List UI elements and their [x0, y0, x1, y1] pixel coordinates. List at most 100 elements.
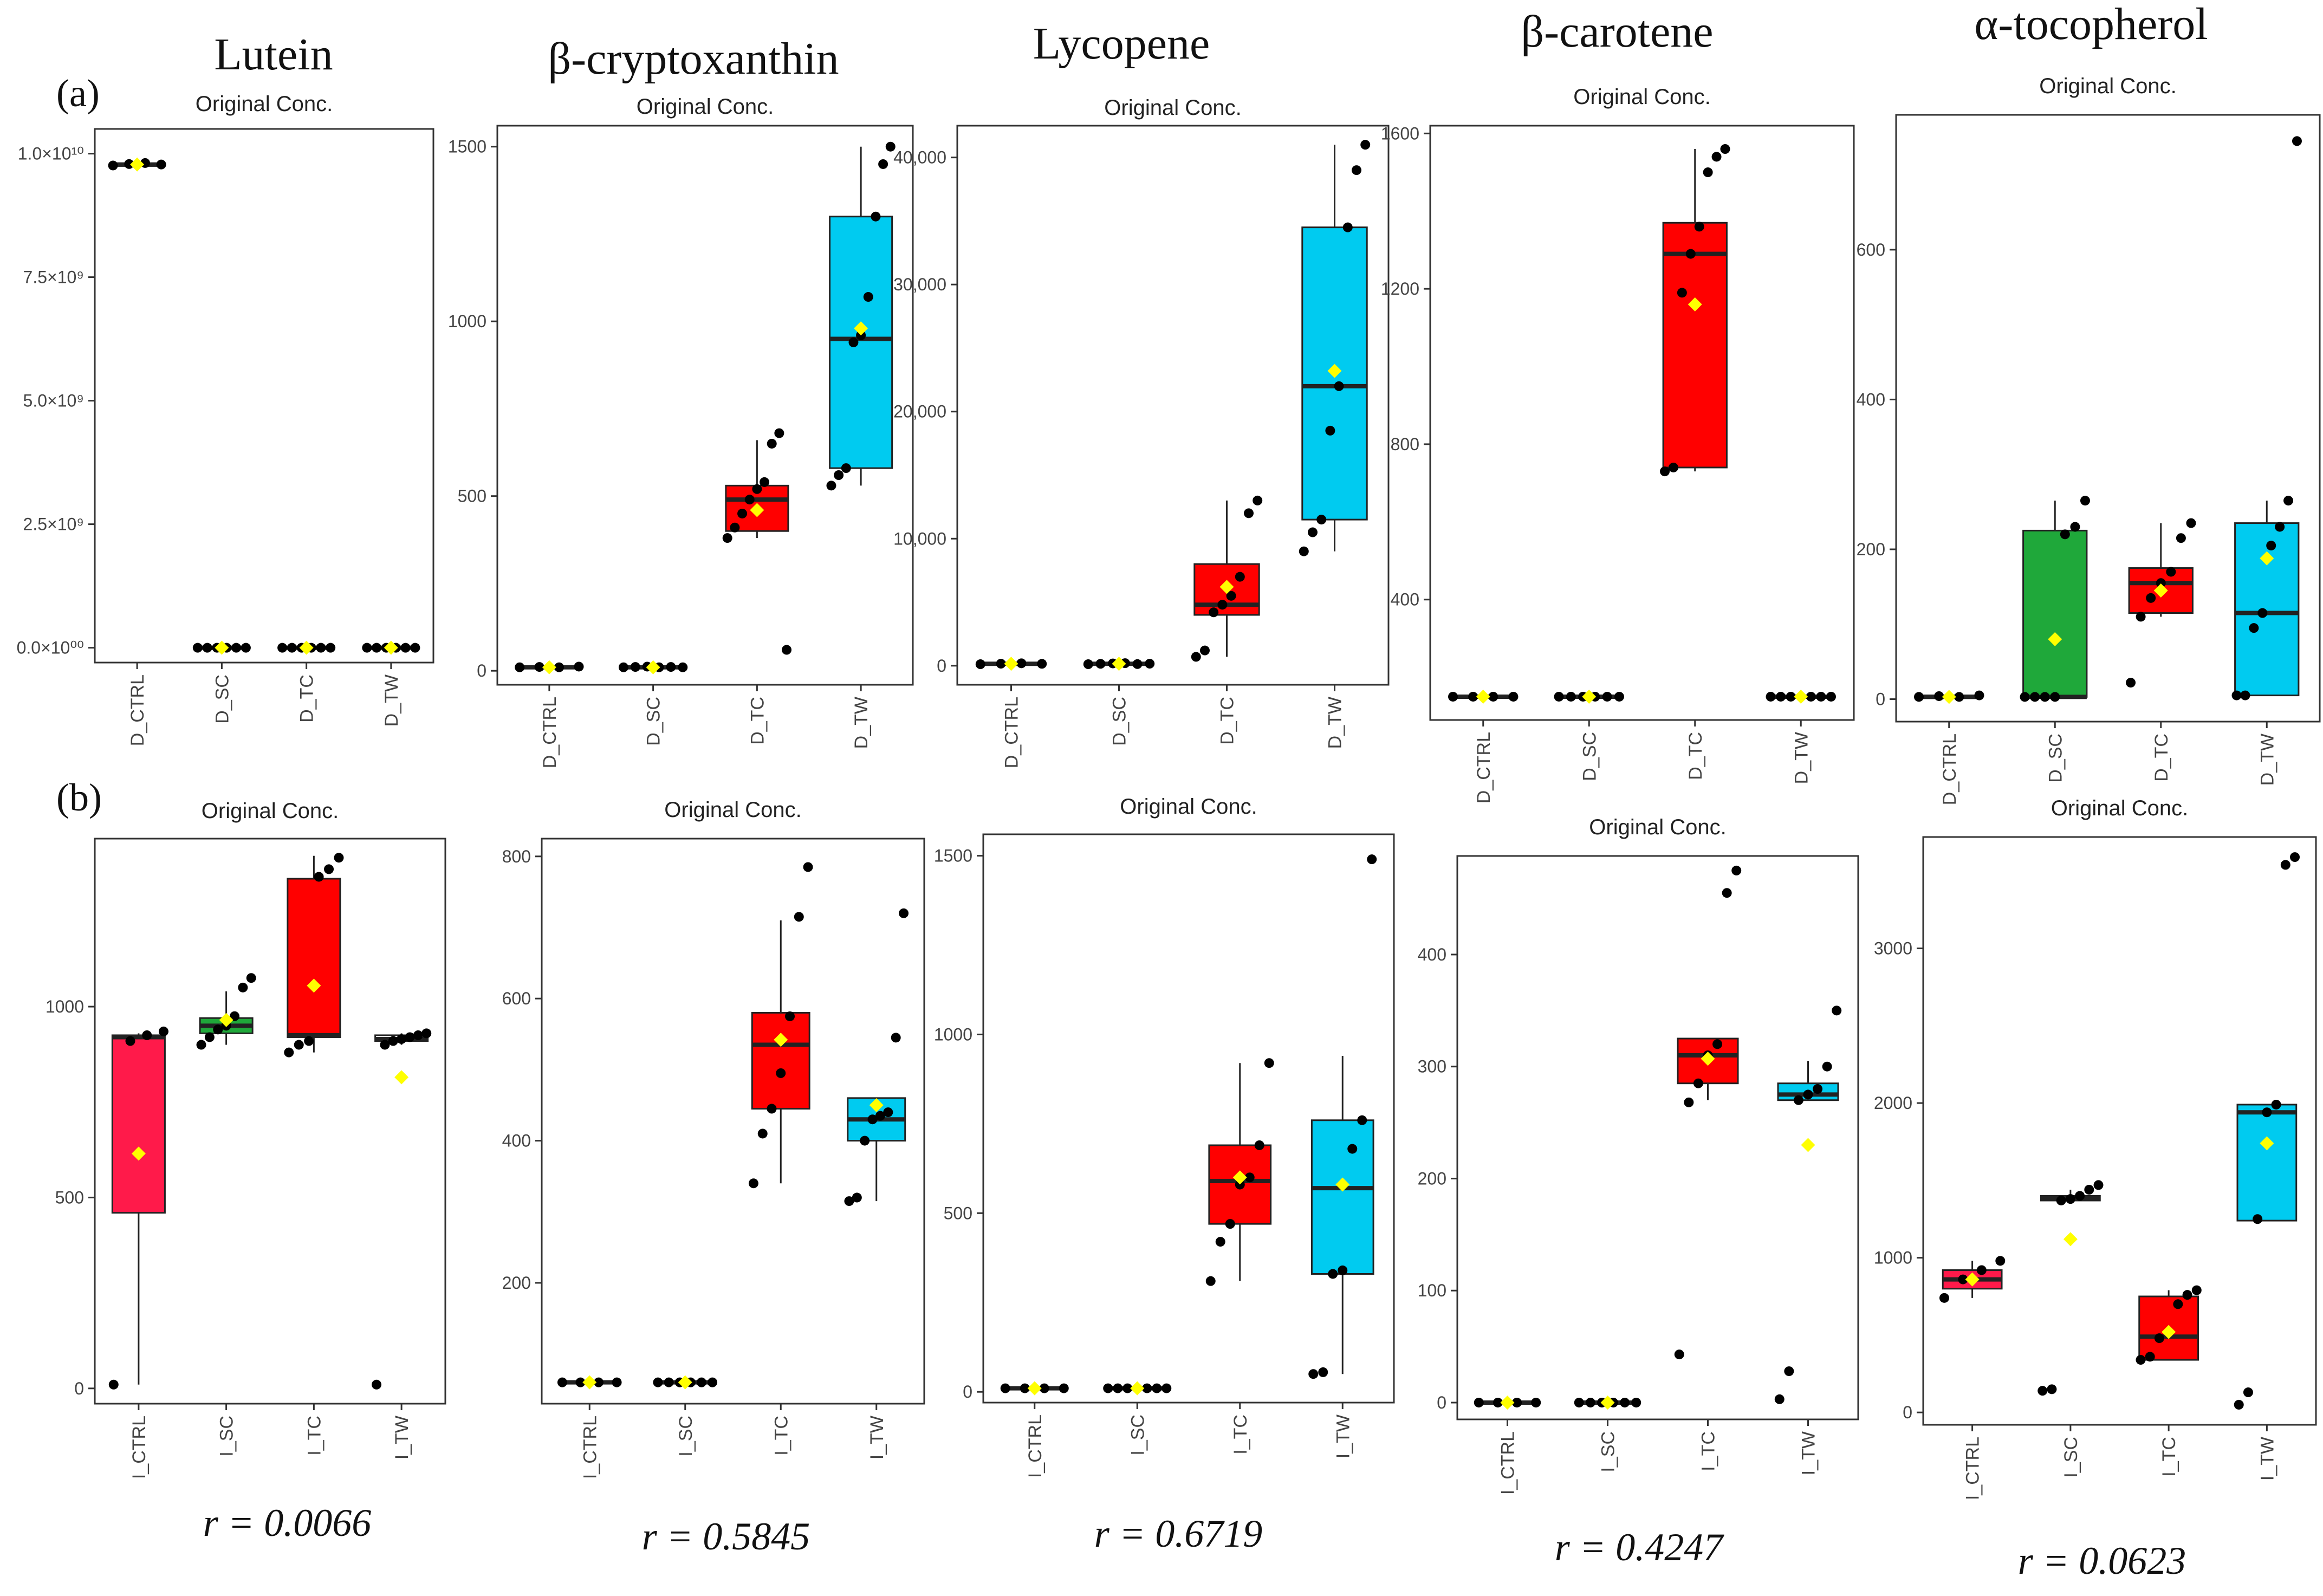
y-tick-label: 1.0×10¹⁰ [18, 144, 84, 164]
data-point [2266, 541, 2276, 551]
data-point [1684, 1097, 1694, 1107]
x-category-label: D_SC [1579, 732, 1600, 781]
y-tick-label: 800 [1391, 434, 1419, 454]
mean-marker [130, 157, 145, 172]
data-point [1685, 249, 1696, 259]
x-category-label: D_CTRL [1002, 697, 1022, 768]
data-point [2040, 692, 2050, 702]
mean-marker [774, 1033, 788, 1047]
data-point [1731, 865, 1742, 875]
data-point [1016, 658, 1027, 669]
mean-marker [1965, 1272, 1980, 1287]
mean-marker [854, 321, 868, 336]
data-point [1334, 381, 1344, 391]
data-point [1566, 691, 1576, 702]
data-point [848, 337, 859, 347]
x-category-label: I_SC [1598, 1431, 1619, 1472]
plot-title: Original Conc. [196, 92, 333, 116]
mean-marker [646, 660, 660, 674]
data-point [1939, 1293, 1949, 1303]
data-point [1668, 462, 1678, 472]
data-point [653, 1377, 663, 1387]
panel-b-3: Original Conc. 0 500 1000 1500 I_CTRL I_SC I_TC… [934, 795, 1395, 1478]
y-tick-label: 1200 [1381, 279, 1419, 299]
mean-marker [582, 1375, 597, 1390]
data-point [2084, 1185, 2094, 1195]
y-tick-label: 1000 [934, 1024, 972, 1044]
data-point [875, 1111, 885, 1121]
data-point [2065, 1194, 2075, 1204]
x-category-label: I_CTRL [1025, 1415, 1046, 1478]
y-tick-label: 7.5×10⁹ [23, 268, 84, 287]
plot-title: Original Conc. [2039, 74, 2176, 98]
panel-a-1: Original Conc. 0.0×10⁰⁰ 2.5×10⁹ 5.0×10⁹ 7.5×… [17, 92, 434, 746]
data-point [767, 438, 777, 449]
data-point [1631, 1397, 1641, 1407]
compound-title-alpha-tocopherol: α-tocopherol [1974, 0, 2208, 49]
data-point [125, 1036, 135, 1046]
y-tick-label: 2.5×10⁹ [23, 515, 84, 534]
data-point [996, 659, 1006, 669]
y-tick-label: 200 [1418, 1169, 1446, 1188]
data-point [2080, 496, 2090, 506]
x-category-label: D_CTRL [127, 674, 148, 746]
data-point [2136, 1355, 2146, 1365]
y-tick-label: 5.0×10⁹ [23, 391, 84, 411]
data-point [326, 643, 336, 653]
data-point [515, 662, 525, 672]
y-tick-label: 1000 [46, 997, 84, 1016]
data-point [192, 643, 203, 653]
data-point [1774, 1394, 1785, 1404]
x-category-label: D_TC [1685, 732, 1706, 780]
data-point [362, 643, 372, 653]
mean-marker [384, 640, 398, 655]
x-category-label: I_TC [2159, 1437, 2179, 1477]
data-point [871, 211, 881, 222]
data-point [1722, 888, 1732, 898]
x-category-label: D_CTRL [1474, 732, 1494, 803]
y-tick-label: 800 [502, 847, 531, 866]
data-point [1253, 495, 1263, 505]
data-point [1367, 854, 1377, 865]
data-point [1113, 1383, 1123, 1393]
data-point [124, 159, 134, 169]
data-point [2060, 529, 2070, 540]
data-point [2186, 518, 2196, 528]
data-point [1226, 591, 1236, 601]
y-tick-label: 600 [1857, 240, 1885, 259]
data-point [1488, 691, 1498, 702]
data-point [1162, 1383, 1172, 1393]
data-point [2257, 608, 2268, 618]
box-I_TC [287, 878, 341, 1038]
y-tick-label: 0.0×10⁰⁰ [17, 638, 84, 658]
x-category-label: D_TC [297, 674, 317, 723]
data-point [1554, 691, 1564, 702]
y-tick-label: 0 [477, 661, 486, 680]
data-point [380, 1040, 390, 1050]
mean-marker [1219, 580, 1234, 594]
correlation-beta-cryptoxanthin: r = 0.5845 [642, 1515, 810, 1558]
data-point [1693, 1078, 1703, 1088]
mean-marker [2063, 1232, 2078, 1247]
y-tick-label: 1600 [1381, 124, 1419, 143]
data-point [1325, 425, 1335, 436]
mean-marker [1232, 1170, 1247, 1185]
data-point [2030, 692, 2040, 702]
data-point [867, 1114, 878, 1125]
data-point [1914, 692, 1924, 702]
data-point [2070, 522, 2080, 532]
data-point [1308, 1369, 1319, 1379]
data-point [2154, 1333, 2164, 1344]
data-point [2191, 1285, 2202, 1295]
data-point [1995, 1256, 2006, 1266]
data-point [1806, 691, 1816, 702]
data-point [554, 662, 564, 672]
x-category-label: I_SC [676, 1416, 696, 1457]
data-point [213, 1024, 223, 1035]
y-tick-label: 1000 [448, 312, 486, 331]
data-point [722, 533, 732, 543]
x-category-label: I_TC [304, 1416, 325, 1456]
data-point [2047, 1384, 2057, 1394]
x-category-label: I_TC [1230, 1415, 1251, 1455]
data-point [2283, 496, 2294, 506]
